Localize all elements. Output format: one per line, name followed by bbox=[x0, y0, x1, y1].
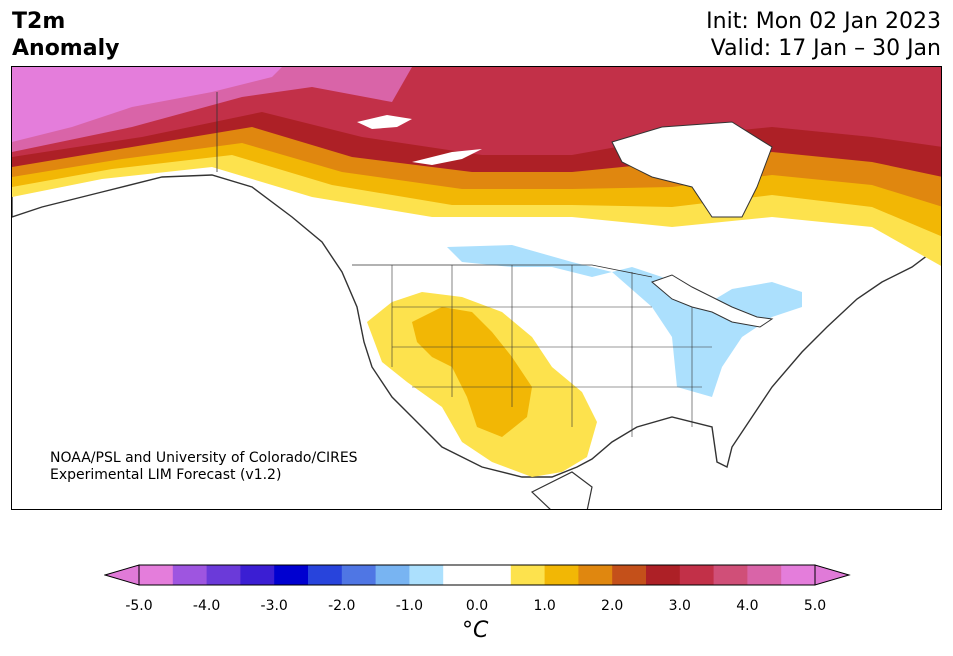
colorbar-tick-label: -4.0 bbox=[192, 598, 221, 614]
colorbar-tick-label: -2.0 bbox=[328, 598, 356, 614]
colorbar-left-arrow bbox=[104, 564, 140, 586]
colorbar-tick-label: 2.0 bbox=[601, 598, 624, 614]
colorbar-tick-label: 5.0 bbox=[803, 598, 827, 614]
anomaly-map bbox=[12, 67, 941, 509]
colorbar-right-arrow bbox=[814, 564, 851, 586]
colorbar-cell bbox=[206, 565, 241, 585]
colorbar-cell bbox=[172, 565, 208, 585]
colorbar-tick-label: 1.0 bbox=[533, 598, 556, 614]
colorbar-cell bbox=[578, 565, 613, 585]
colorbar-cells bbox=[138, 564, 816, 586]
colorbar-cell bbox=[341, 565, 377, 585]
credit-line-2: Experimental LIM Forecast (v1.2) bbox=[50, 467, 282, 483]
credit-note: NOAA/PSL and University of Colorado/CIRE… bbox=[50, 450, 358, 484]
colorbar-tick-label: 0.0 bbox=[465, 598, 489, 614]
title-line-2: Anomaly bbox=[12, 36, 120, 61]
colorbar-tick-label: 3.0 bbox=[668, 598, 691, 614]
hudson-bay bbox=[611, 121, 773, 218]
colorbar-tick-label: -5.0 bbox=[125, 598, 153, 614]
colorbar-cell bbox=[679, 565, 715, 585]
map-panel: NOAA/PSL and University of Colorado/CIRE… bbox=[11, 66, 942, 510]
state-lines bbox=[391, 265, 712, 437]
title-line-1: T2m bbox=[12, 9, 66, 34]
colorbar-cell bbox=[443, 565, 478, 585]
colorbar-cell bbox=[274, 565, 309, 585]
colorbar-tick-label: -1.0 bbox=[395, 598, 424, 614]
colorbar-cell bbox=[544, 565, 579, 585]
great-bear-lake bbox=[357, 115, 412, 129]
valid-range: Valid: 17 Jan – 30 Jan bbox=[710, 36, 941, 61]
colorbar-cell bbox=[308, 565, 343, 585]
colorbar-cell bbox=[713, 565, 748, 585]
cold-anomaly-plains bbox=[447, 245, 802, 397]
colorbar-cell bbox=[409, 565, 444, 585]
colorbar-unit: °C bbox=[462, 618, 489, 643]
colorbar-cell bbox=[375, 565, 410, 585]
colorbar-tick-label: 4.0 bbox=[736, 598, 759, 614]
colorbar-cell bbox=[240, 565, 275, 585]
colorbar-cell bbox=[139, 565, 174, 585]
init-date: Init: Mon 02 Jan 2023 bbox=[706, 9, 941, 34]
map-title: T2m Anomaly bbox=[12, 8, 119, 62]
great-slave-lake bbox=[412, 149, 482, 165]
colorbar-cell bbox=[747, 565, 782, 585]
colorbar bbox=[104, 564, 851, 586]
run-info: Init: Mon 02 Jan 2023 Valid: 17 Jan – 30… bbox=[706, 8, 941, 62]
credit-line-1: NOAA/PSL and University of Colorado/CIRE… bbox=[50, 450, 358, 466]
colorbar-tick-label: -3.0 bbox=[260, 598, 288, 614]
colorbar-cell bbox=[510, 565, 546, 585]
colorbar-cell bbox=[781, 565, 816, 585]
colorbar-cell bbox=[646, 565, 681, 585]
anomaly-band-5c bbox=[12, 67, 282, 142]
warm-anomaly-core bbox=[412, 307, 532, 437]
gulf-coast bbox=[530, 471, 593, 509]
colorbar-cell bbox=[477, 565, 512, 585]
colorbar-cell bbox=[612, 565, 647, 585]
